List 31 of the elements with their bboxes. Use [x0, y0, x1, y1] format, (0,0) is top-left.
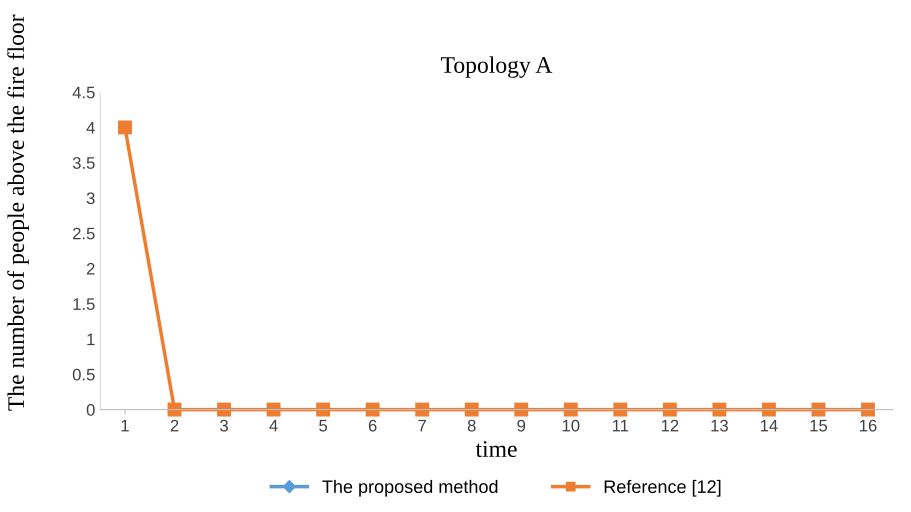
y-tick-label: 0.5 [72, 368, 95, 381]
legend-label: The proposed method [322, 480, 498, 497]
x-axis-title: time [476, 441, 517, 458]
x-tick-label: 5 [319, 420, 328, 432]
x-tick-label: 4 [269, 420, 278, 432]
chart-title: Topology A [441, 56, 552, 78]
x-tick-label: 1 [122, 420, 129, 432]
y-tick-label: 3 [86, 192, 95, 204]
y-tick-label: 3.5 [72, 157, 95, 169]
y-tick-label: 2.5 [73, 228, 95, 240]
y-tick-label: 0 [86, 404, 95, 416]
x-tick-label: 7 [418, 420, 426, 432]
x-tick-label: 16 [860, 420, 877, 432]
x-tick-label: 14 [760, 420, 778, 432]
y-tick-label: 2 [86, 262, 95, 275]
y-axis-title: The number of people above the fire floor [7, 14, 29, 411]
y-tick-label: 1.5 [73, 298, 95, 310]
x-tick-label: 10 [562, 420, 580, 432]
x-tick-label: 11 [612, 420, 628, 432]
legend-label: Reference [12] [604, 480, 720, 497]
y-tick-label: 4 [86, 122, 95, 134]
x-tick-label: 12 [662, 420, 678, 432]
x-tick-label: 2 [170, 420, 178, 432]
x-tick-label: 9 [517, 420, 526, 432]
x-tick-label: 13 [711, 420, 728, 432]
y-tick-label: 1 [87, 334, 95, 346]
x-tick-label: 8 [468, 420, 476, 432]
x-tick-label: 6 [368, 420, 377, 432]
y-tick-label: 4.5 [72, 86, 95, 98]
x-tick-label: 15 [810, 420, 828, 432]
x-tick-label: 3 [220, 420, 228, 432]
